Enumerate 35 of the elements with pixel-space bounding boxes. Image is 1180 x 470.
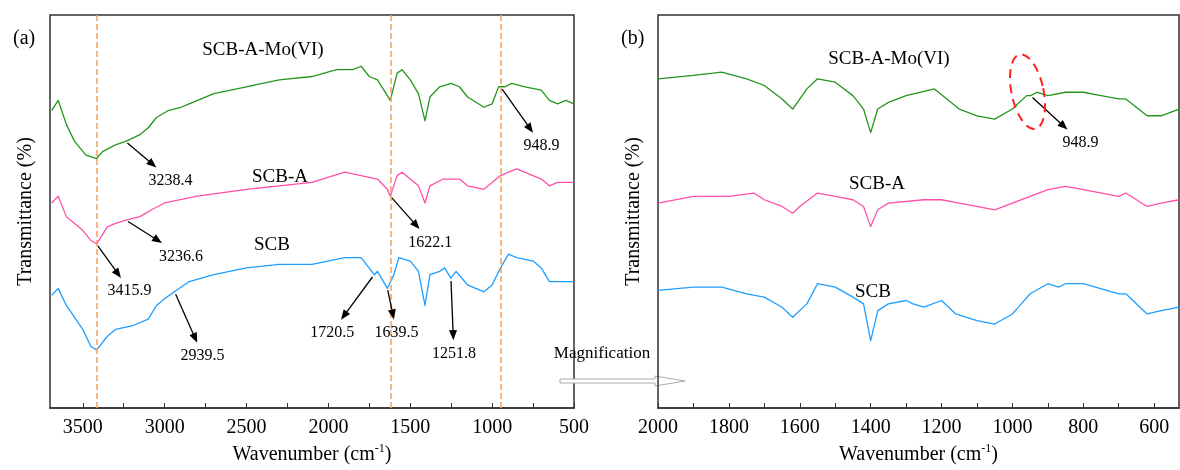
x-tick-label: 1800: [708, 415, 749, 437]
y-axis-title: Transmittance (%): [621, 137, 644, 286]
x-tick-label: 2000: [638, 415, 678, 437]
series-label: SCB: [254, 232, 290, 254]
annotation: 2939.5: [180, 346, 225, 364]
x-tick-label: 1000: [472, 415, 513, 437]
chart-title: (a): [13, 26, 36, 49]
x-tick-label: 2500: [226, 415, 267, 437]
annotation: 3415.9: [107, 281, 152, 299]
x-tick-label: 600: [1139, 415, 1170, 437]
annotation: 1639.5: [374, 322, 419, 340]
annotation: 3238.4: [148, 170, 193, 188]
series-label: SCB-A: [252, 164, 309, 186]
series-label: SCB-A: [849, 171, 906, 193]
annotation: 948.9: [1062, 133, 1099, 151]
x-tick-label: 800: [1068, 415, 1099, 437]
x-tick-label: 2000: [308, 415, 349, 437]
annotation: 1251.8: [431, 343, 476, 361]
x-tick-label: 3000: [144, 415, 185, 437]
y-axis-title: Transmittance (%): [13, 137, 36, 286]
annotation: 1720.5: [310, 323, 355, 341]
series-label: SCB-A-Mo(VI): [202, 37, 324, 60]
x-tick-label: 1600: [779, 415, 820, 437]
annotation: 3236.6: [158, 246, 203, 264]
annotation: 1622.1: [408, 232, 453, 250]
x-tick-label: 3500: [62, 415, 103, 437]
chart-title: (b): [621, 26, 645, 49]
x-tick-label: 1500: [390, 415, 431, 437]
series-label: SCB-A-Mo(VI): [828, 46, 950, 69]
x-tick-label: 500: [559, 415, 589, 437]
x-tick-label: 1000: [992, 415, 1033, 437]
x-tick-label: 1200: [921, 415, 962, 437]
annotation: 948.9: [523, 136, 560, 154]
series-label: SCB: [855, 279, 891, 301]
x-tick-label: 1400: [850, 415, 891, 437]
